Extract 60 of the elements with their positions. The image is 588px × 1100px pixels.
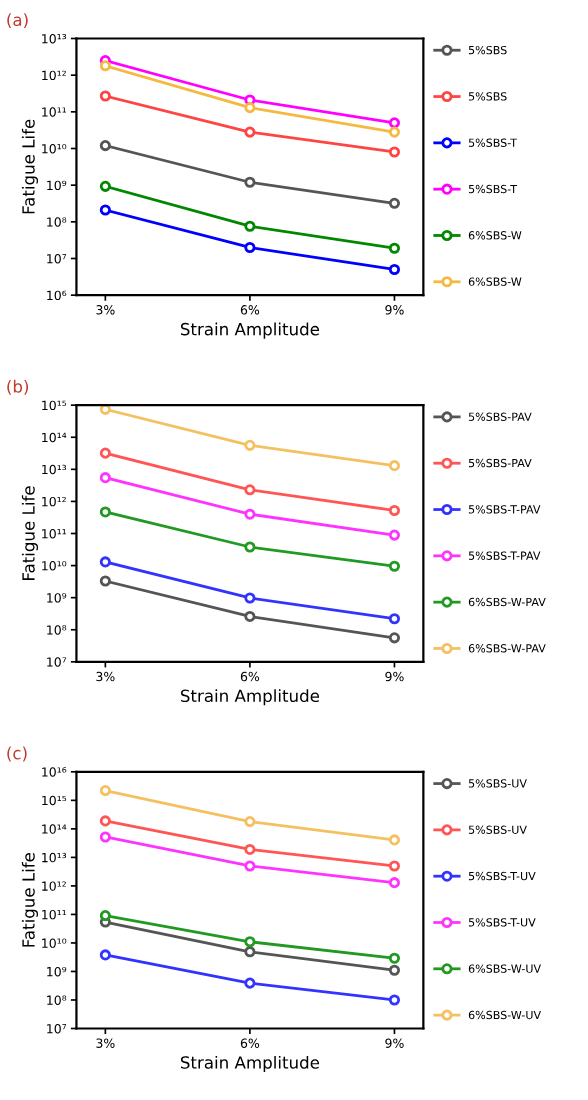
point	[244, 592, 256, 604]
point	[388, 834, 401, 846]
point	[388, 197, 401, 209]
point	[244, 102, 256, 114]
point	[244, 176, 256, 188]
point	[388, 460, 401, 472]
point	[388, 117, 401, 129]
point	[244, 508, 256, 520]
chart-title: (c)	[7, 746, 27, 762]
point	[244, 126, 256, 138]
y-axis-title: Fatigue Life	[21, 119, 39, 214]
point	[99, 140, 111, 152]
point	[244, 541, 256, 553]
point	[388, 560, 401, 572]
point	[388, 146, 401, 158]
point	[244, 241, 256, 254]
point	[244, 816, 256, 828]
point	[99, 506, 111, 518]
point	[388, 952, 401, 964]
x-axis-title: Strain Amplitude	[180, 689, 320, 706]
point	[244, 860, 256, 872]
point	[388, 504, 401, 517]
point	[388, 964, 401, 976]
point	[244, 843, 256, 855]
point	[99, 785, 111, 797]
point	[388, 877, 401, 889]
point	[388, 632, 401, 644]
point	[388, 126, 401, 138]
point	[388, 860, 401, 872]
point	[388, 242, 401, 254]
point	[244, 936, 256, 948]
point	[99, 556, 111, 568]
point	[99, 60, 111, 72]
point	[244, 946, 256, 958]
point	[99, 831, 111, 843]
point	[99, 180, 111, 192]
point	[99, 910, 111, 922]
point	[388, 263, 401, 276]
point	[388, 613, 401, 625]
point	[244, 484, 256, 496]
point	[99, 472, 111, 484]
point	[99, 949, 111, 961]
point	[388, 529, 401, 541]
point	[244, 439, 256, 451]
point	[244, 220, 256, 232]
point	[99, 815, 111, 827]
x-axis-title: Strain Amplitude	[180, 322, 320, 339]
x-axis-title: Strain Amplitude	[180, 1055, 320, 1073]
point	[244, 977, 256, 989]
point	[99, 204, 111, 216]
y-axis-title: Fatigue Life	[21, 852, 39, 947]
chart-title: (a)	[7, 13, 28, 29]
chart-title: (b)	[7, 379, 29, 395]
y-axis-title: Fatigue Life	[21, 486, 39, 580]
point	[244, 610, 256, 622]
point	[99, 447, 111, 459]
point	[99, 405, 111, 415]
point	[99, 575, 111, 587]
point	[388, 994, 401, 1006]
point	[99, 90, 111, 102]
